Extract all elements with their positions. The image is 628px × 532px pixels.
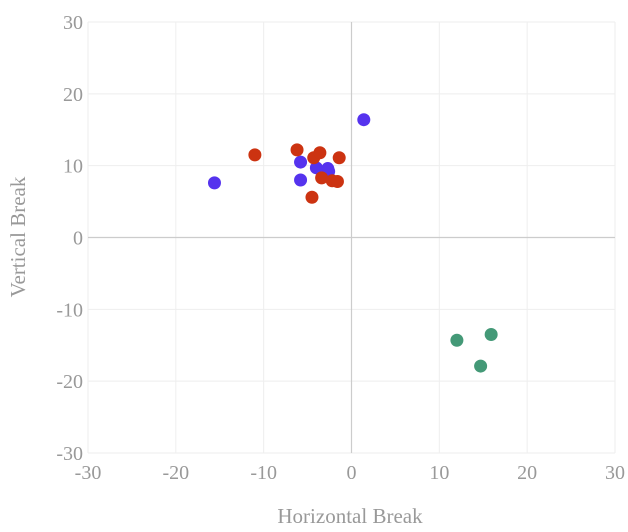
- x-tick-label: 0: [347, 462, 357, 484]
- y-tick-label: 0: [73, 228, 83, 250]
- data-point: [330, 174, 344, 188]
- data-point: [357, 113, 371, 127]
- y-tick-label: 30: [63, 12, 83, 34]
- data-point: [207, 176, 221, 190]
- tick-labels: -30 -20 -10 0 10 20 30 -30 -20 -10 0 10 20 30: [56, 12, 625, 484]
- data-point: [332, 151, 346, 165]
- x-tick-label: -20: [162, 462, 189, 484]
- y-tick-label: -10: [56, 299, 83, 321]
- x-tick-label: 20: [517, 462, 537, 484]
- data-point: [313, 146, 327, 160]
- data-point: [305, 190, 319, 204]
- data-points: [207, 113, 498, 373]
- data-point: [294, 173, 308, 187]
- data-point: [474, 359, 488, 373]
- data-point: [484, 327, 498, 341]
- x-tick-label: 10: [429, 462, 449, 484]
- y-axis-title: Vertical Break: [6, 176, 30, 297]
- x-axis-title: Horizontal Break: [277, 504, 423, 528]
- data-point: [309, 161, 323, 175]
- x-tick-label: -30: [75, 462, 102, 484]
- y-tick-label: 10: [63, 156, 83, 178]
- y-tick-label: 20: [63, 84, 83, 106]
- y-tick-label: -30: [56, 443, 83, 465]
- data-point: [294, 155, 308, 169]
- data-point: [290, 143, 304, 157]
- y-tick-label: -20: [56, 371, 83, 393]
- data-point: [315, 171, 329, 185]
- zero-lines: [88, 22, 615, 453]
- x-tick-label: -10: [250, 462, 277, 484]
- x-tick-label: 30: [605, 462, 625, 484]
- data-point: [248, 148, 262, 162]
- data-point: [450, 333, 464, 347]
